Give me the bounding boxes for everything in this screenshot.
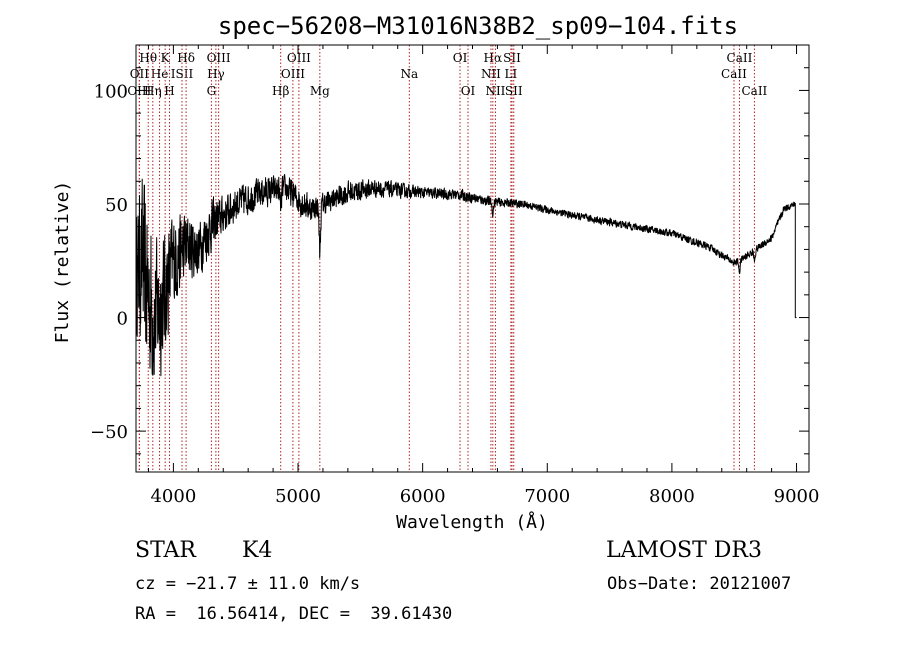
line-label: LI — [505, 67, 518, 81]
line-label: OI — [453, 51, 468, 65]
x-tick-label: 5000 — [275, 486, 321, 507]
plot-frame — [135, 44, 810, 473]
line-label: NII — [481, 67, 501, 81]
observation-date: Obs−Date: 20121007 — [607, 574, 792, 594]
survey-name: LAMOST DR3 — [606, 538, 762, 563]
y-axis-label: Flux (relative) — [52, 181, 73, 344]
line-label: Hγ — [207, 67, 225, 81]
x-tick-label: 9000 — [774, 486, 820, 507]
spectrum-series — [135, 174, 797, 377]
x-tick-label: 7000 — [524, 486, 570, 507]
axes: 4000 5000 6000 7000 8000 9000 −50 0 50 100 — [90, 45, 819, 507]
object-class: STAR — [135, 538, 196, 563]
line-label: CaII — [721, 67, 747, 81]
line-label: CaII — [741, 84, 767, 98]
line-label: K — [161, 51, 171, 65]
x-tick-label: 4000 — [150, 486, 196, 507]
chart-title: spec−56208−M31016N38B2_sp09−104.fits — [218, 12, 738, 40]
spectrum-line — [135, 174, 797, 377]
line-label: OIII — [287, 51, 311, 65]
line-label: SII — [503, 51, 521, 65]
line-label: Mg — [310, 84, 330, 98]
line-label: OIII — [281, 67, 305, 81]
line-label: NII — [485, 84, 505, 98]
y-tick-label: −50 — [90, 422, 128, 443]
line-label: OIII — [127, 84, 151, 98]
line-label: SII — [505, 84, 523, 98]
line-label: OIII — [207, 51, 231, 65]
line-label: Hθ — [139, 51, 157, 65]
x-tick-label: 6000 — [400, 486, 446, 507]
y-tick-label: 0 — [117, 309, 128, 330]
line-label: CaII — [727, 51, 753, 65]
line-label: Hα — [484, 51, 503, 65]
y-tick-label: 100 — [94, 81, 128, 102]
line-label: ISII — [171, 67, 194, 81]
line-label: OI — [461, 84, 476, 98]
line-label: Hβ — [272, 84, 289, 98]
line-label: G — [207, 84, 217, 98]
line-label: Hη — [144, 84, 162, 98]
redshift-value: cz = −21.7 ± 11.0 km/s — [135, 574, 361, 594]
line-label: H — [164, 84, 174, 98]
x-tick-label: 8000 — [649, 486, 695, 507]
line-label: He — [151, 67, 169, 81]
x-axis-label: Wavelength (Å) — [396, 511, 548, 533]
y-tick-label: 50 — [105, 195, 128, 216]
line-label: Na — [400, 67, 418, 81]
sky-coordinates: RA = 16.56414, DEC = 39.61430 — [135, 604, 453, 624]
object-subclass: K4 — [242, 538, 273, 563]
line-label: Hδ — [177, 51, 195, 65]
